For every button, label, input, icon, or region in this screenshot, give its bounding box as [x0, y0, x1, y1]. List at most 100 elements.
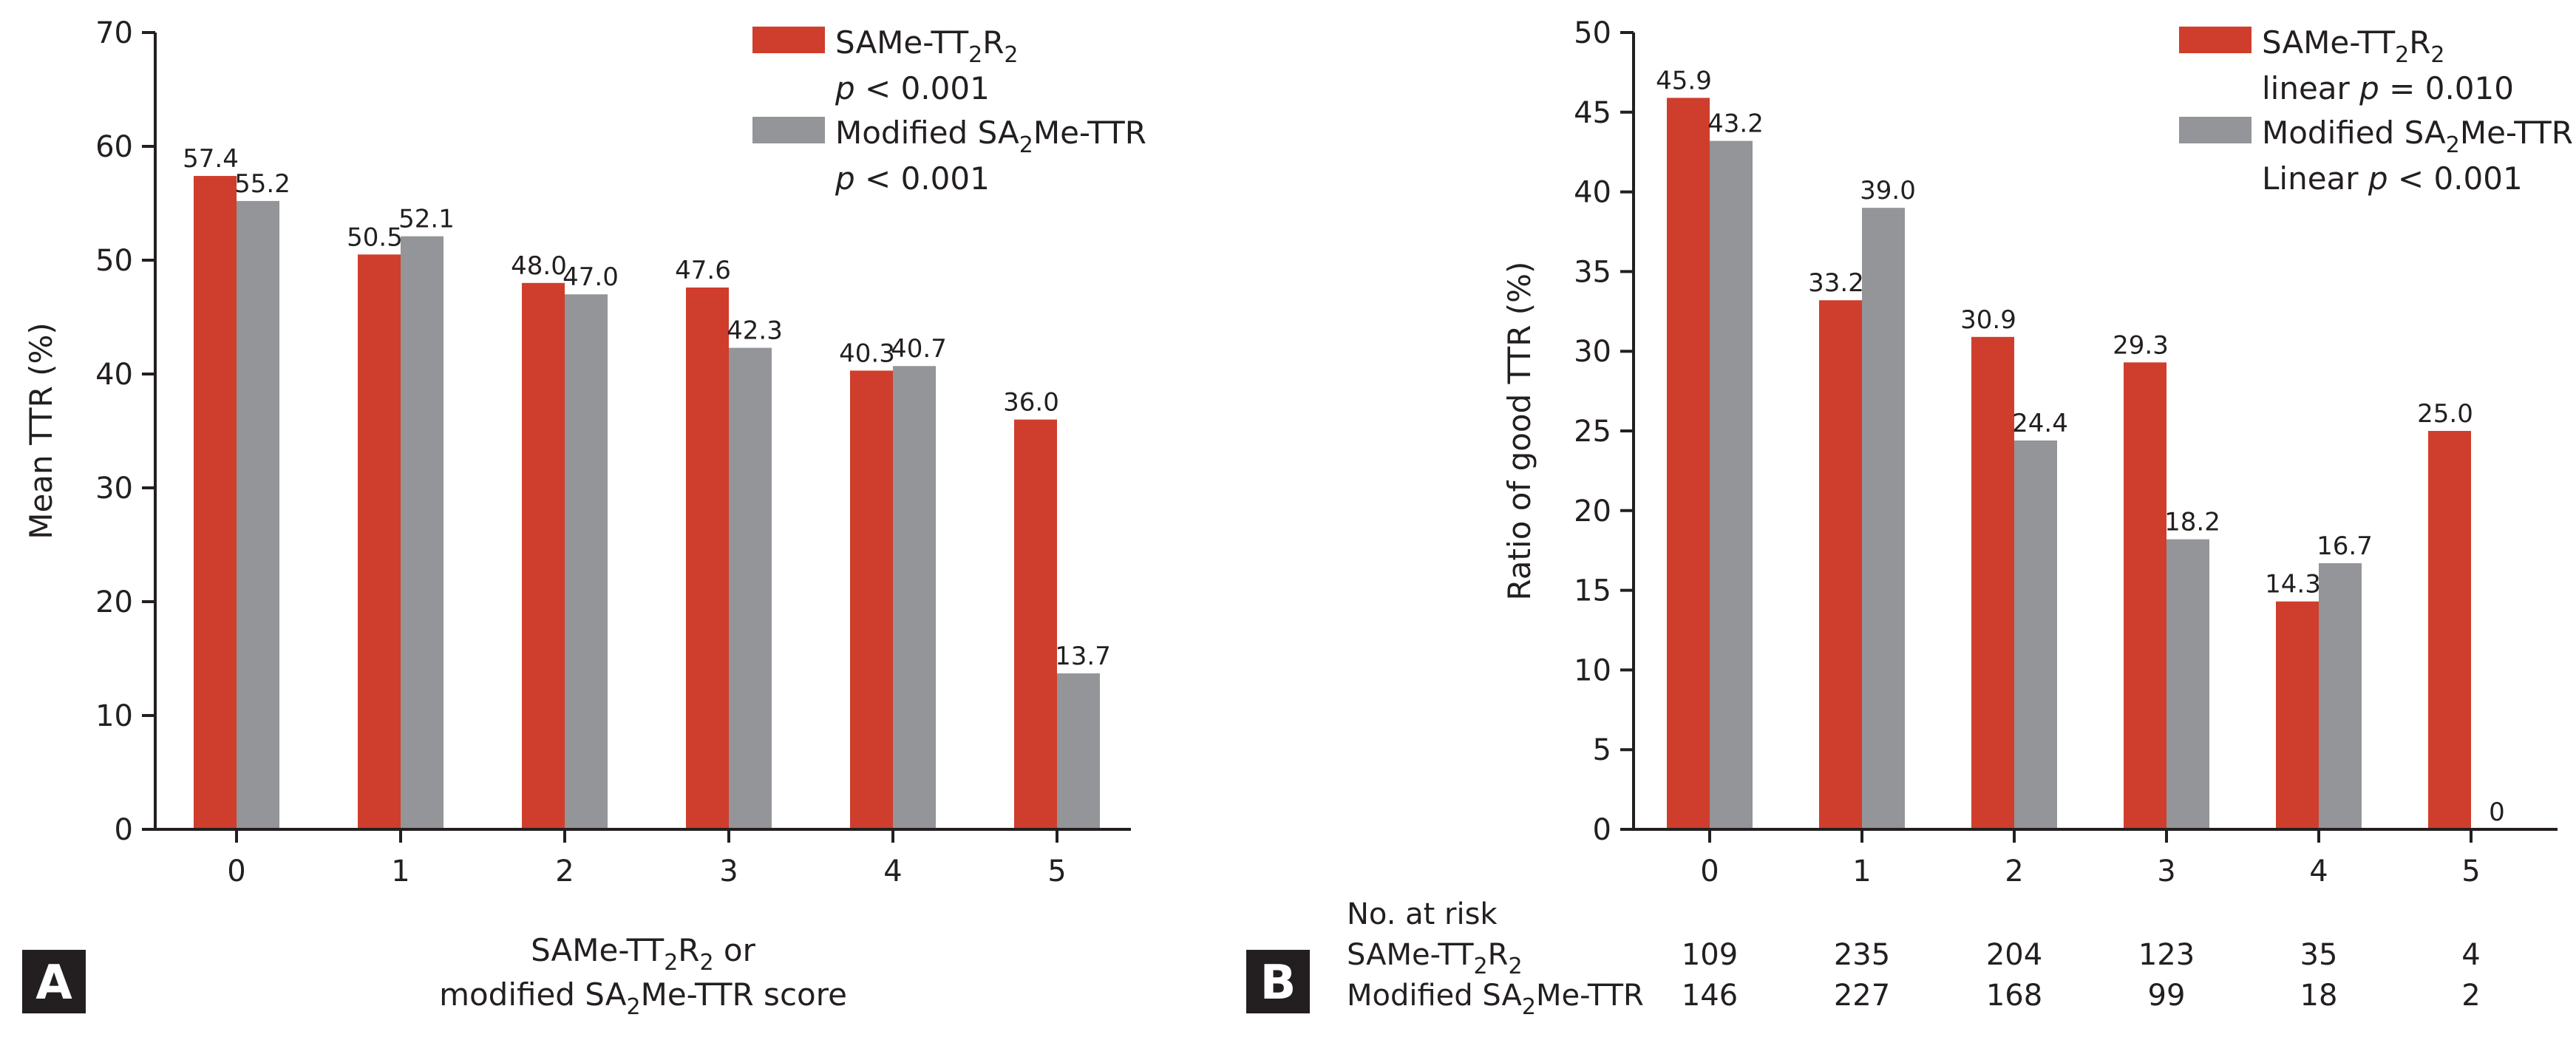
panel-b-y-tick-label: 45: [1574, 96, 1611, 130]
panel-b-data-label-series1: 45.9: [1656, 66, 1712, 95]
panel-a-data-label-series1: 36.0: [1003, 388, 1059, 418]
panel-a-data-label-series2: 55.2: [234, 169, 290, 199]
panel-b-y-tick-label: 20: [1574, 494, 1611, 529]
risk-table-row1-value: 235: [1834, 938, 1890, 972]
panel-a-data-label-series2: 40.7: [891, 334, 947, 364]
panel-b-x-tick-label: 3: [2157, 854, 2175, 888]
panel-b-legend-label-series2: Modified SA2Me-TTR: [2262, 115, 2573, 158]
panel-b-bar-series2: [1710, 140, 1753, 829]
panel-b-data-label-series2: 16.7: [2317, 531, 2373, 561]
panel-b-y-tick-label: 10: [1574, 653, 1611, 687]
panel-a-y-axis-title: Mean TTR (%): [23, 322, 59, 540]
panel-a-y-tick-label: 20: [95, 585, 133, 619]
panel-b-x-tick-label: 0: [1700, 854, 1719, 888]
risk-table-row1-value: 35: [2300, 938, 2338, 972]
panel-b-y-tick-label: 35: [1574, 255, 1611, 289]
panel-a-bars: [194, 176, 1100, 830]
panel-a-y-tick-label: 40: [95, 358, 133, 392]
panel-a-y-ticks: 0 10 20 30 40 50 60 70: [95, 16, 155, 847]
risk-table-row1-value: 109: [1682, 938, 1738, 972]
panel-b-y-tick-label: 40: [1574, 176, 1611, 210]
panel-b-legend-swatch-series1: [2179, 27, 2252, 53]
panel-a-badge: [22, 950, 86, 1013]
panel-b-chart: 45.9 43.2 33.2 39.0 30.9 24.4 29.3 18.2 14.3 16.7…: [1246, 16, 2573, 1020]
panel-b-y-tick-label: 25: [1574, 415, 1611, 449]
panel-b-bar-series2: [2014, 440, 2057, 829]
panel-b-y-ticks: 0 5 10 15 20 25 30 35 40 45 50: [1574, 16, 1634, 847]
risk-table-row2-value: 99: [2148, 979, 2186, 1013]
panel-b-y-tick-label: 30: [1574, 335, 1611, 369]
risk-table-row2-value: 168: [1986, 979, 2042, 1013]
panel-a-bar-series1: [522, 282, 565, 829]
panel-a-x-ticks: 0 1 2 3 4 5: [227, 829, 1067, 888]
panel-a-bar-series2: [565, 294, 608, 829]
panel-a-data-label-series2: 13.7: [1055, 642, 1111, 671]
panel-b-y-tick-label: 50: [1574, 16, 1611, 50]
panel-a-data-label-series2: 52.1: [398, 205, 455, 234]
panel-b-x-tick-label: 2: [2005, 854, 2023, 888]
panel-b-data-label-series2: 24.4: [2012, 409, 2068, 438]
panel-a-x-axis-title-line2: modified SA2Me-TTR score: [439, 976, 847, 1020]
panel-a-data-label-series1: 48.0: [511, 251, 567, 281]
panel-a-x-tick-label: 1: [391, 854, 409, 888]
panel-b-data-label-series1: 30.9: [1960, 305, 2016, 335]
panel-a-data-label-series1: 57.4: [183, 144, 239, 174]
panel-a-legend-swatch-series2: [752, 117, 825, 143]
risk-table-row2-value: 227: [1834, 979, 1890, 1013]
panel-b-bar-series2: [2167, 539, 2209, 829]
panel-a-x-axis-title-line1: SAMe-TT2R2 or: [531, 932, 756, 976]
panel-b-y-tick-label: 5: [1593, 733, 1611, 767]
panel-a-bar-series1: [686, 287, 729, 830]
panel-a-x-tick-label: 0: [227, 854, 245, 888]
risk-table-values: 109 235 204 123 35 4 146 227 168 99 18 2: [1682, 938, 2481, 1013]
panel-b-bar-series2: [1862, 208, 1905, 829]
panel-a-x-tick-label: 4: [883, 854, 902, 888]
panel-b-data-label-series1: 33.2: [1808, 268, 1864, 298]
panel-a-x-tick-label: 3: [719, 854, 738, 888]
panel-b-data-label-series1: 29.3: [2113, 330, 2169, 360]
panel-a-data-label-series1: 40.3: [839, 339, 895, 368]
panel-a-letter: A: [35, 956, 72, 1010]
panel-b-data-labels: 45.9 43.2 33.2 39.0 30.9 24.4 29.3 18.2 14.3 16.7…: [1656, 66, 2505, 827]
panel-b-x-tick-label: 4: [2309, 854, 2328, 888]
panel-b-bar-series1: [1819, 300, 1862, 829]
panel-a-bar-series2: [1057, 673, 1100, 829]
panel-a-data-label-series1: 50.5: [347, 222, 403, 252]
risk-table-row1-label: SAMe-TT2R2: [1347, 938, 1523, 979]
panel-a-data-label-series2: 42.3: [727, 316, 783, 346]
panel-a-bar-series2: [237, 200, 279, 829]
panel-a-bar-series2: [729, 347, 772, 830]
panel-a-legend-p-series2: p < 0.001: [835, 160, 990, 197]
risk-table: No. at risk SAMe-TT2R2 Modified SA2Me-TT…: [1347, 897, 2481, 1020]
panel-b-bar-series1: [1971, 336, 2014, 829]
panel-a-data-labels: 57.455.2 50.552.1 48.047.0 47.6 42.3 40.340.7…: [183, 144, 1111, 671]
panel-a-legend-p-series1: p < 0.001: [835, 70, 990, 106]
panel-b-bar-series1: [2276, 601, 2319, 829]
panel-b-axes: [1632, 33, 2558, 831]
panel-a-y-tick-label: 10: [95, 699, 133, 733]
panel-a-bar-series1: [194, 176, 237, 830]
panel-b-bar-series1: [2428, 431, 2471, 829]
panel-b-data-label-series1: 14.3: [2265, 570, 2321, 599]
risk-table-row1-value: 4: [2461, 938, 2480, 972]
panel-a-y-tick-label: 0: [115, 813, 133, 847]
risk-table-row1-value: 123: [2138, 938, 2195, 972]
panel-b-data-label-series2: 18.2: [2164, 508, 2220, 537]
panel-b-data-label-series2: 39.0: [1860, 176, 1916, 205]
panel-b-bar-series1: [2124, 362, 2167, 829]
panel-a-data-label-series1: 47.6: [675, 256, 731, 285]
panel-a-y-tick-label: 60: [95, 130, 133, 164]
risk-table-row1-value: 204: [1986, 938, 2042, 972]
panel-b-bars: [1667, 98, 2471, 829]
panel-b-letter: B: [1260, 956, 1297, 1010]
panel-a-legend-swatch-series1: [752, 27, 825, 53]
panel-a-x-tick-label: 2: [555, 854, 574, 888]
risk-table-row2-value: 146: [1682, 979, 1738, 1013]
panel-a-legend-label-series1: SAMe-TT2R2: [835, 24, 1019, 68]
panel-b-legend-p-series2: Linear p < 0.001: [2262, 160, 2523, 197]
panel-a-bar-series1: [358, 254, 401, 829]
panel-b-legend: SAMe-TT2R2 linear p = 0.010 Modified SA2…: [2179, 24, 2573, 197]
risk-table-title: No. at risk: [1347, 897, 1498, 931]
panel-b-legend-p-series1: linear p = 0.010: [2262, 70, 2514, 106]
